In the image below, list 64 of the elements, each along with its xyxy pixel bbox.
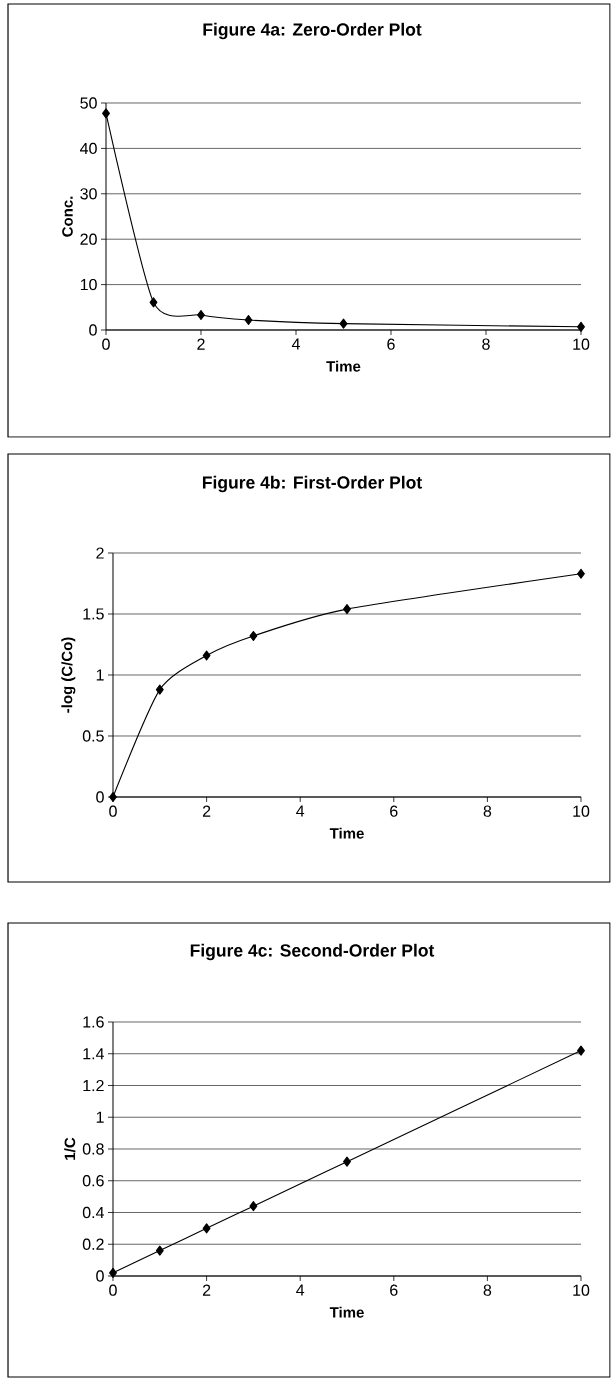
x-tick-label: 6: [387, 338, 395, 350]
y-tick-label: 0.2: [83, 1238, 104, 1250]
y-tick-label: 2: [96, 547, 104, 559]
x-tick-label: 2: [203, 805, 211, 817]
y-tick-label: 1: [96, 669, 104, 681]
x-tick-label: 8: [482, 338, 490, 350]
y-axis-title: -log (C/Co): [61, 637, 76, 713]
point: [249, 1201, 258, 1212]
point: [577, 568, 586, 579]
y-tick-label: 0: [96, 791, 105, 803]
x-tick-label: 6: [390, 805, 398, 817]
y-tick-label: 1: [97, 1111, 104, 1123]
point: [149, 297, 158, 308]
point: [156, 1245, 164, 1256]
x-tick-label: 4: [296, 805, 305, 817]
y-tick-label: 0.8: [83, 1143, 104, 1155]
x-axis-title: Time: [330, 1306, 365, 1318]
x-tick-label: 10: [573, 338, 590, 350]
y-tick-label: 40: [80, 142, 98, 155]
point: [109, 1267, 118, 1278]
x-tick-label: 2: [197, 338, 205, 350]
y-tick-label: 1.2: [83, 1079, 104, 1092]
point: [156, 684, 164, 695]
x-tick-label: 8: [483, 1284, 492, 1296]
x-tick-label: 10: [573, 1284, 590, 1296]
point: [102, 108, 111, 119]
y-tick-label: 0: [96, 1270, 105, 1282]
x-tick-label: 8: [483, 805, 492, 817]
x-tick-label: 10: [573, 805, 590, 817]
x-tick-label: 4: [296, 1284, 305, 1296]
y-tick-label: 0.6: [83, 1175, 104, 1187]
y-axis-title: 1/C: [64, 1137, 76, 1160]
point: [249, 630, 258, 641]
y-tick-label: 1.5: [83, 608, 104, 620]
y-tick-label: 1.4: [83, 1048, 105, 1060]
x-tick-label: 6: [390, 1284, 398, 1296]
x-tick-label: 0: [109, 1284, 118, 1296]
point: [339, 318, 348, 329]
y-tick-label: 0.4: [83, 1206, 105, 1219]
y-tick-label: 0.5: [83, 730, 104, 742]
point: [577, 321, 586, 332]
y-tick-label: 10: [81, 278, 98, 291]
x-tick-label: 0: [109, 805, 118, 817]
y-axis-title: Conc.: [62, 196, 73, 237]
point: [109, 791, 118, 803]
y-tick-label: 50: [80, 97, 98, 109]
point: [577, 1045, 586, 1056]
point: [244, 314, 253, 326]
y-tick-label: 1.6: [83, 1016, 104, 1028]
point: [202, 650, 211, 661]
point: [343, 604, 352, 615]
x-axis-title: Time: [330, 827, 365, 839]
chart-title: Figure 4a: Zero-Order Plot: [203, 22, 422, 40]
point: [197, 309, 206, 321]
x-axis-title: Time: [326, 360, 361, 372]
point: [202, 1223, 211, 1234]
y-tick-label: 30: [80, 188, 98, 200]
chart-title: Figure 4c: Second-Order Plot: [191, 943, 435, 961]
x-tick-label: 4: [292, 338, 301, 350]
point: [343, 1156, 352, 1167]
y-tick-label: 20: [80, 233, 98, 245]
chart-title: Figure 4b: First-Order Plot: [203, 475, 423, 493]
y-tick-label: 0: [89, 324, 98, 336]
x-tick-label: 2: [203, 1284, 211, 1296]
